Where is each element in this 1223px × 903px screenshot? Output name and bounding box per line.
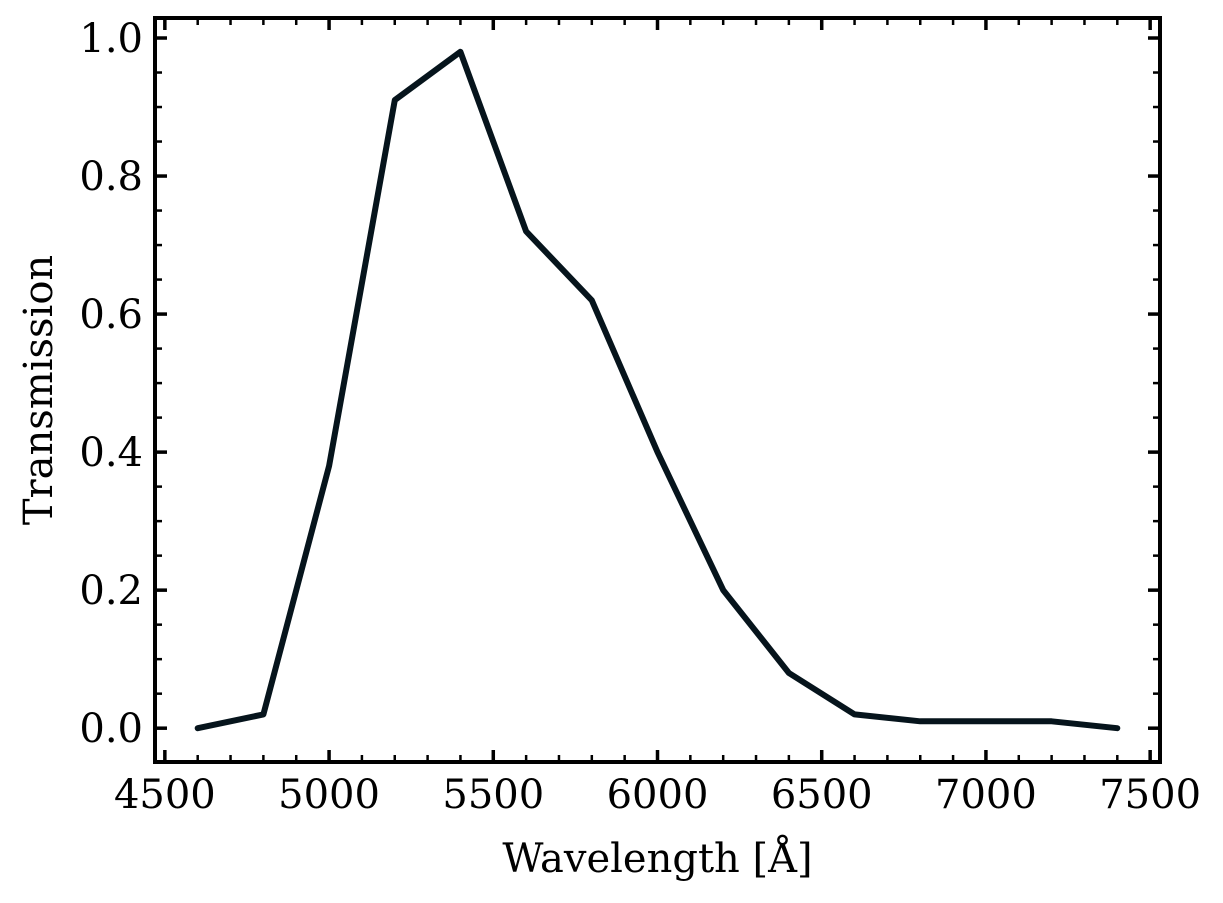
y-tick-label: 0.4 [79,430,143,476]
x-tick-labels: 4500 5000 5500 6000 6500 7000 7500 [114,772,1201,818]
x-tick-label: 4500 [114,772,216,818]
x-tick-label: 7500 [1099,772,1201,818]
y-tick-labels: 0.0 0.2 0.4 0.6 0.8 1.0 [79,16,143,752]
axis-ticks [155,18,1160,762]
y-tick-label: 1.0 [79,16,143,62]
y-tick-label: 0.2 [79,568,143,614]
series-layer [194,48,1121,732]
x-tick-label: 7000 [935,772,1037,818]
y-tick-label: 0.0 [79,706,143,752]
x-tick-label: 6000 [607,772,709,818]
y-tick-label: 0.8 [79,154,143,200]
x-tick-label: 5000 [278,772,380,818]
x-tick-label: 6500 [771,772,873,818]
y-axis-label: Transmission [16,255,62,525]
x-axis-label: Wavelength [Å] [502,835,812,882]
x-tick-label: 5500 [442,772,544,818]
series-line [194,48,1121,732]
y-tick-label: 0.6 [79,292,143,338]
plot-frame [153,16,1162,764]
